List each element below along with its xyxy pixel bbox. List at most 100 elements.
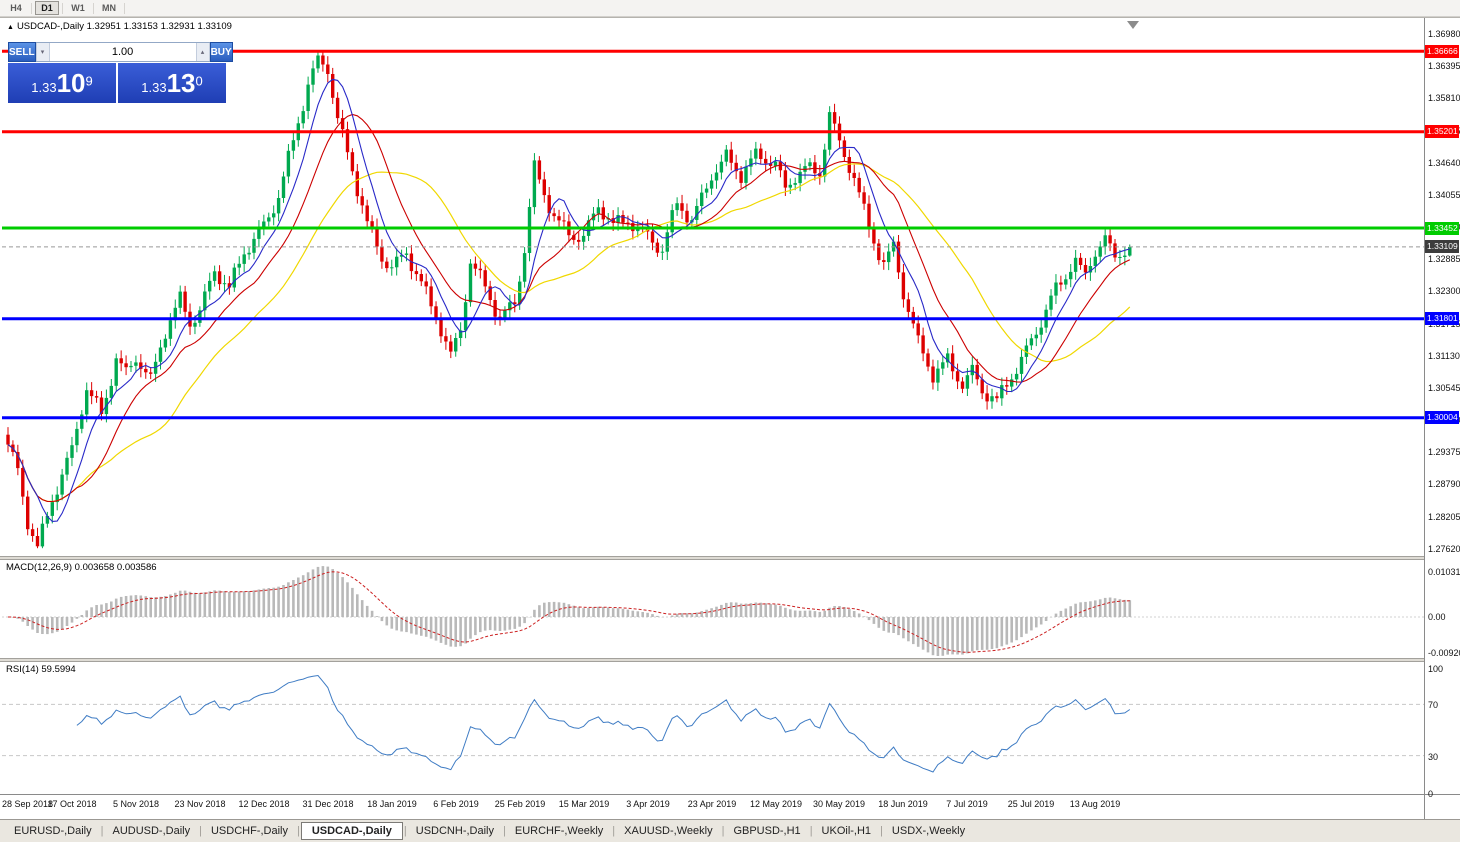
chart-tab-gbpusd[interactable]: GBPUSD-,H1 — [733, 825, 801, 837]
macd-axis-tick: 0.00 — [1428, 612, 1446, 622]
level-price-badge: 1.30004 — [1425, 411, 1459, 424]
macd-signal-line — [7, 571, 1130, 653]
sell-price-text: 1.33109 — [31, 67, 93, 98]
trade-panel-prices-row: 1.33109 1.33130 — [8, 63, 226, 103]
tab-separator: | — [403, 825, 407, 837]
date-axis-label: 6 Feb 2019 — [433, 799, 479, 809]
toolbar-separator — [124, 2, 125, 14]
macd-histogram — [11, 566, 1132, 656]
date-axis-label: 3 Apr 2019 — [626, 799, 670, 809]
up-arrow-icon: ▴ — [200, 48, 205, 56]
date-axis-label: 7 Jul 2019 — [946, 799, 988, 809]
timeframe-button-h4[interactable]: H4 — [4, 1, 28, 15]
timeframe-button-mn[interactable]: MN — [97, 1, 121, 15]
tab-separator: | — [721, 825, 725, 837]
price-axis-tick: 1.35810 — [1428, 93, 1460, 103]
price-axis-tick: 1.32885 — [1428, 254, 1460, 264]
price-axis-tick: 1.36395 — [1428, 61, 1460, 71]
toolbar-separator — [31, 2, 32, 14]
volume-input[interactable] — [49, 43, 196, 61]
date-axis-label: 30 May 2019 — [812, 799, 866, 809]
level-price-badge: 1.36666 — [1425, 45, 1459, 58]
date-axis-label: 28 Sep 2018 — [2, 799, 54, 809]
chart-tab-audusd[interactable]: AUDUSD-,Daily — [112, 825, 191, 837]
date-axis-label: 15 Mar 2019 — [558, 799, 610, 809]
toolbar-separator — [62, 2, 63, 14]
buy-button[interactable]: BUY — [209, 42, 233, 62]
chart-tab-usdchf[interactable]: USDCHF-,Daily — [210, 825, 288, 837]
price-axis-tick: 1.27620 — [1428, 544, 1460, 554]
symbol-ohlc-text: USDCAD-,Daily 1.32951 1.33153 1.32931 1.… — [16, 21, 232, 32]
trade-panel-controls-row: SELL ▾ ▴ BUY — [8, 42, 233, 62]
buy-price-text: 1.33130 — [141, 67, 203, 98]
volume-spinner: ▾ ▴ — [35, 42, 210, 62]
date-axis-label: 31 Dec 2018 — [302, 799, 354, 809]
price-axis-tick: 1.34640 — [1428, 158, 1460, 168]
price-axis-tick: 1.31130 — [1428, 351, 1460, 361]
rsi-axis-tick: 30 — [1428, 752, 1439, 762]
macd-values: 0.003658 0.003586 — [74, 562, 157, 573]
rsi-axis-tick: 70 — [1428, 700, 1439, 710]
timeframe-button-w1[interactable]: W1 — [66, 1, 90, 15]
date-axis-label: 23 Nov 2018 — [174, 799, 226, 809]
date-axis-label: 18 Jun 2019 — [878, 799, 928, 809]
date-axis-label: 23 Apr 2019 — [687, 799, 737, 809]
tab-separator: | — [100, 825, 104, 837]
buy-price-display[interactable]: 1.33130 — [118, 63, 226, 103]
macd-indicator-label: MACD(12,26,9) 0.003658 0.003586 — [6, 562, 157, 573]
date-axis-label: 17 Oct 2018 — [47, 799, 97, 809]
chart-tab-xauusd[interactable]: XAUUSD-,Weekly — [624, 825, 713, 837]
rsi-value: 59.5994 — [41, 664, 76, 675]
chart-tab-eurusd[interactable]: EURUSD-,Daily — [14, 825, 92, 837]
sell-button[interactable]: SELL — [8, 42, 36, 62]
chart-tab-bar: EURUSD-,Daily | AUDUSD-,Daily | USDCHF-,Dail… — [0, 819, 1460, 842]
sell-price-display[interactable]: 1.33109 — [8, 63, 116, 103]
rsi-axis-tick: 0 — [1428, 789, 1434, 799]
rsi-indicator-label: RSI(14) 59.5994 — [6, 664, 76, 675]
pane-splitter[interactable] — [0, 556, 1460, 560]
price-axis-tick: 1.28790 — [1428, 479, 1460, 489]
chart-tab-usdx[interactable]: USDX-,Weekly — [891, 825, 966, 837]
chart-tab-eurchf[interactable]: EURCHF-,Weekly — [514, 825, 604, 837]
macd-axis-tick: -0.00920 — [1428, 648, 1460, 658]
price-axis-tick: 1.34055 — [1428, 190, 1460, 200]
toolbar-separator — [93, 2, 94, 14]
tab-separator: | — [296, 825, 300, 837]
ma-fast-line — [7, 78, 1130, 522]
level-price-badge: 1.35201 — [1425, 125, 1459, 138]
pane-splitter[interactable] — [0, 658, 1460, 662]
rsi-line — [76, 674, 1131, 773]
rsi-axis-tick: 100 — [1428, 664, 1444, 674]
price-axis-tick: 1.32300 — [1428, 286, 1460, 296]
current-price-badge: 1.33109 — [1425, 240, 1459, 253]
chart-shift-marker-icon[interactable] — [1127, 21, 1139, 29]
ma-slow-line — [7, 163, 1131, 503]
volume-decrease-button[interactable]: ▾ — [35, 43, 50, 61]
price-axis-tick: 1.36980 — [1428, 29, 1460, 39]
volume-increase-button[interactable]: ▴ — [195, 43, 210, 61]
tab-separator: | — [612, 825, 616, 837]
chart-tab-usdcad[interactable]: USDCAD-,Daily — [300, 822, 403, 840]
tab-separator: | — [503, 825, 506, 837]
date-axis-label: 25 Feb 2019 — [494, 799, 546, 809]
date-axis-label: 5 Nov 2018 — [112, 799, 160, 809]
tab-separator: | — [880, 825, 883, 837]
one-click-collapse-icon[interactable]: ▲ — [7, 24, 14, 31]
down-arrow-icon: ▾ — [40, 48, 45, 56]
level-price-badge: 1.33452 — [1425, 222, 1459, 235]
price-axis-tick: 1.29375 — [1428, 447, 1460, 457]
date-axis-label: 12 May 2019 — [749, 799, 803, 809]
ma-medium-line — [7, 113, 1131, 503]
chart-tab-ukoil[interactable]: UKOil-,H1 — [821, 825, 872, 837]
tab-separator: | — [809, 825, 813, 837]
tab-separator: | — [199, 825, 202, 837]
timeframe-button-d1[interactable]: D1 — [35, 1, 59, 15]
price-axis-tick: 1.30545 — [1428, 383, 1460, 393]
chart-tab-usdcnh[interactable]: USDCNH-,Daily — [415, 825, 494, 837]
date-axis-label: 25 Jul 2019 — [1007, 799, 1055, 809]
level-price-badge: 1.31801 — [1425, 312, 1459, 325]
macd-axis-tick: 0.010311 — [1428, 567, 1460, 577]
date-axis-label: 13 Aug 2019 — [1069, 799, 1121, 809]
